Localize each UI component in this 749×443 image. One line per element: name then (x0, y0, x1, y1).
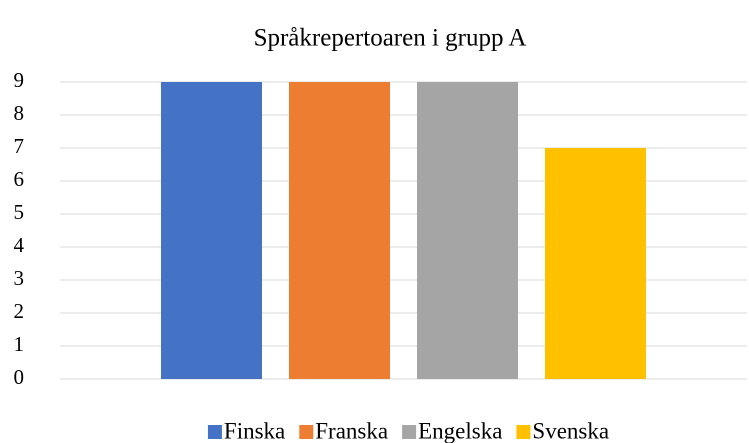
bar (289, 82, 390, 379)
y-tick-label: 6 (14, 167, 25, 191)
chart-title: Språkrepertoaren i grupp A (254, 25, 527, 52)
y-tick-label: 1 (14, 332, 25, 356)
y-tick-label: 0 (14, 365, 25, 389)
y-tick-label: 9 (14, 68, 25, 92)
bar (545, 148, 646, 379)
bar (417, 82, 518, 379)
y-tick-label: 5 (14, 200, 25, 224)
legend-swatch (402, 425, 417, 439)
legend-label: Franska (315, 418, 388, 443)
bar (161, 82, 262, 379)
legend-swatch (299, 425, 314, 439)
legend-swatch (207, 425, 222, 439)
y-tick-label: 8 (14, 101, 25, 125)
y-tick-label: 4 (14, 233, 25, 257)
legend-swatch (516, 425, 531, 439)
legend-label: Engelska (418, 418, 502, 443)
legend-label: Finska (224, 418, 285, 443)
y-tick-label: 7 (14, 134, 25, 158)
y-tick-label: 2 (14, 299, 25, 323)
y-tick-label: 3 (14, 266, 25, 290)
legend-label: Svenska (532, 418, 609, 443)
